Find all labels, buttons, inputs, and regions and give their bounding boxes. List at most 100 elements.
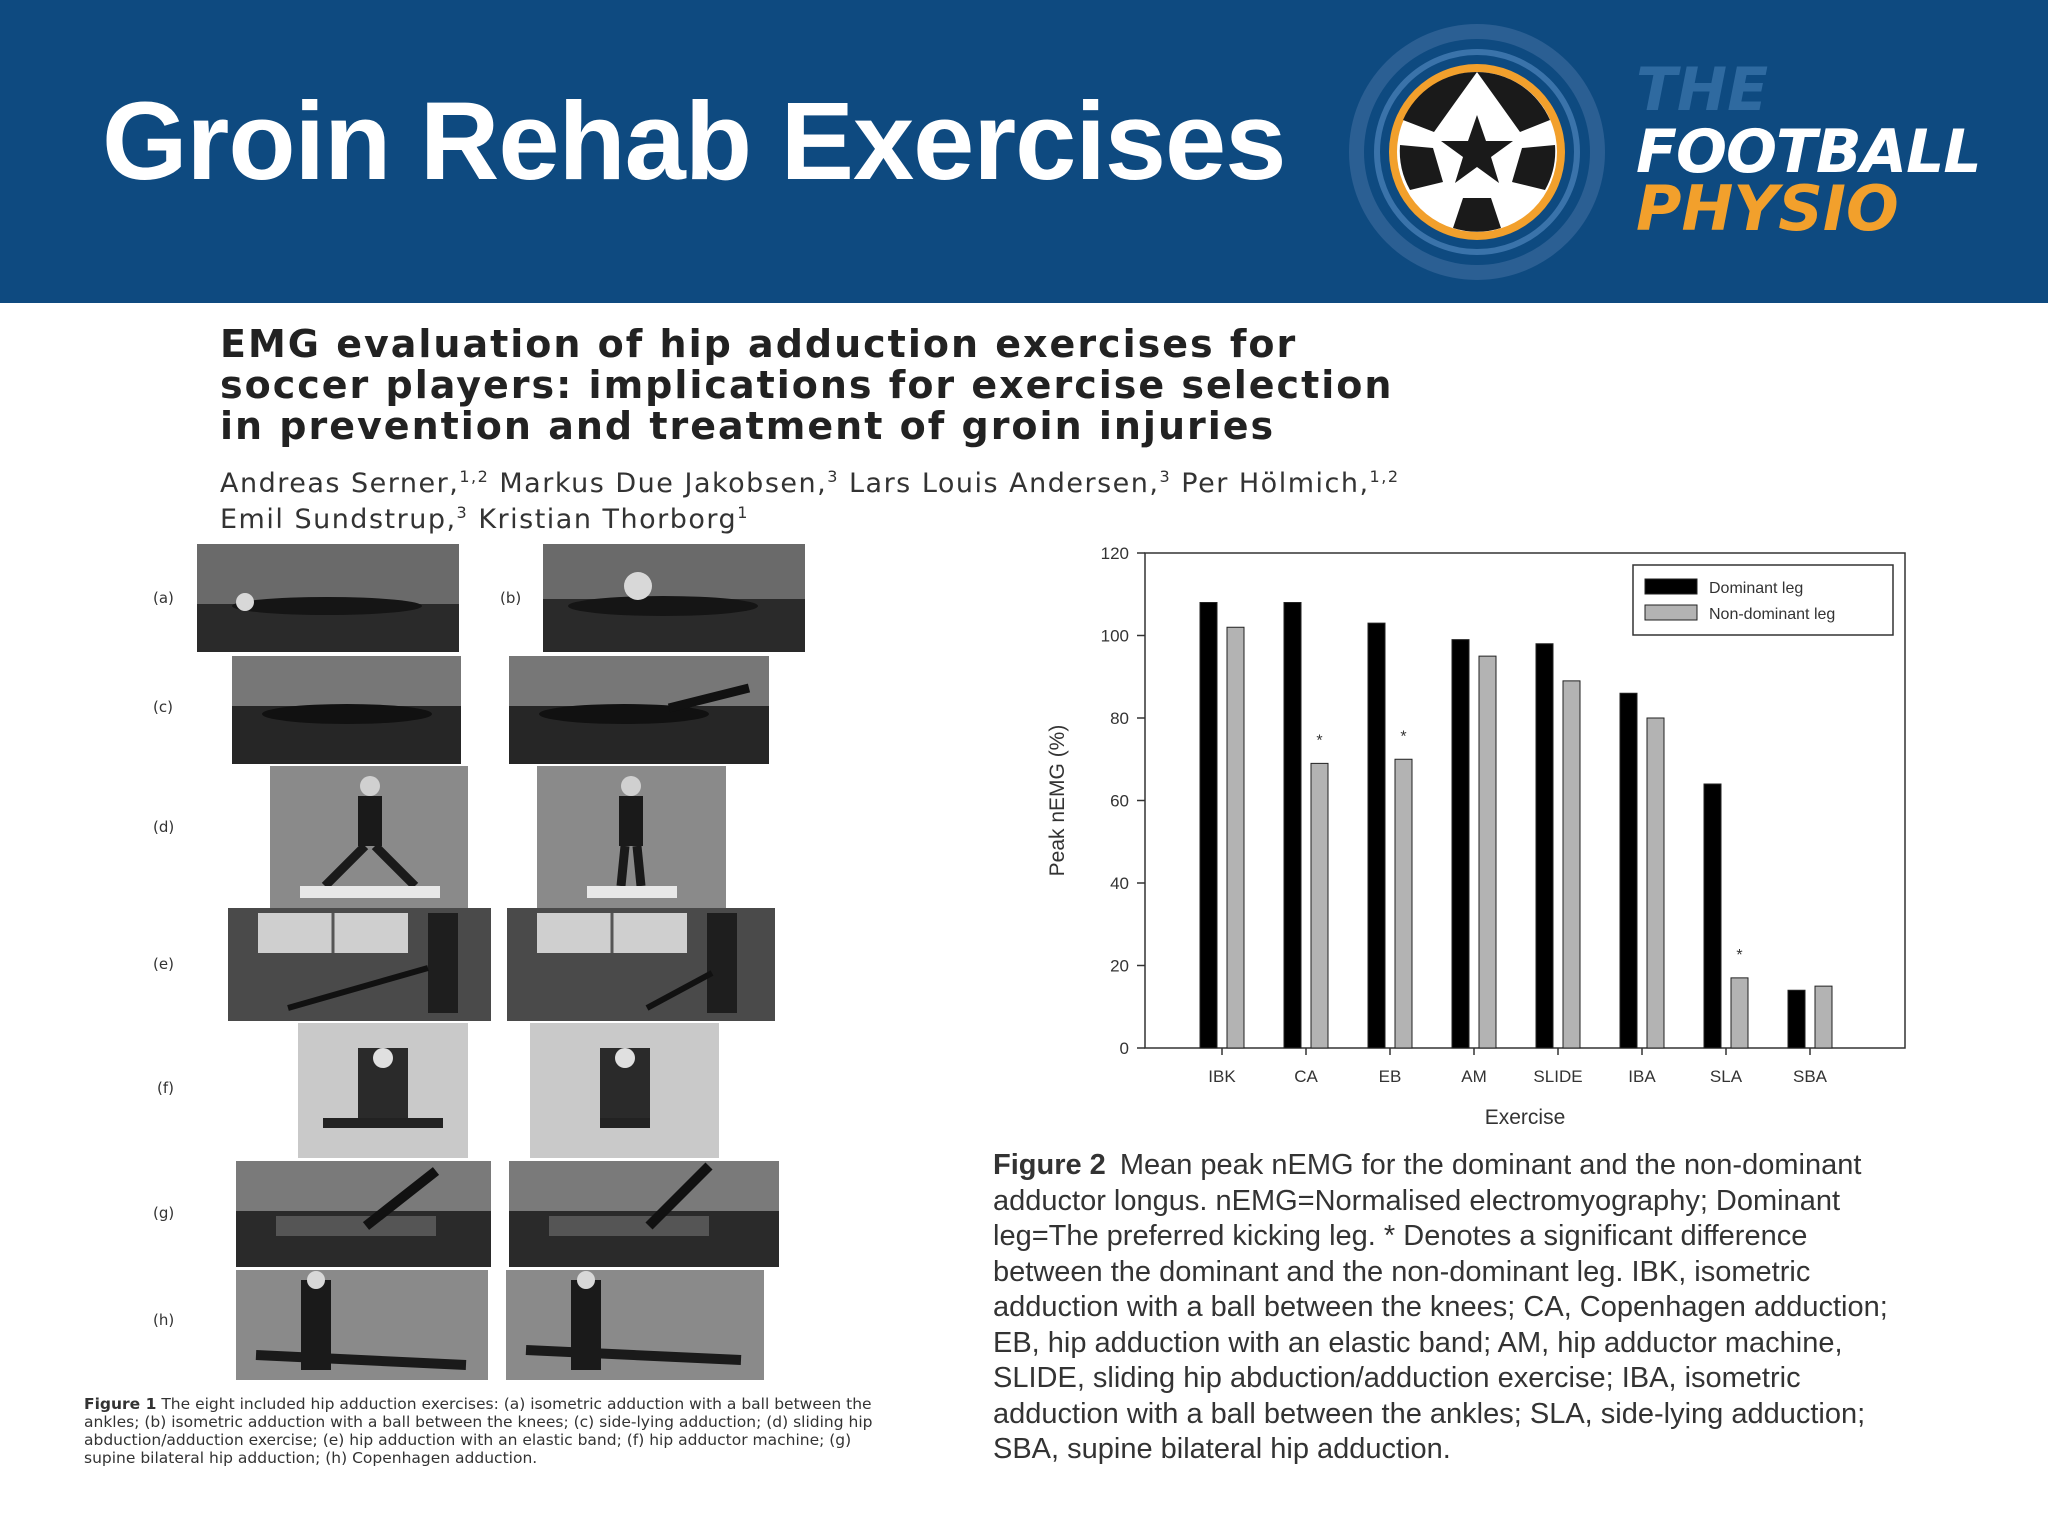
paper-title-line: EMG evaluation of hip adduction exercise… [220,322,1298,366]
author-name: Per Hölmich, [1181,468,1370,499]
author-affiliation: 1,2 [459,467,490,486]
legend-label: Non-dominant leg [1709,606,1835,623]
panel-label-g: (g) [153,1204,175,1222]
y-tick-label: 0 [1120,1039,1129,1058]
author-affiliation: 1,2 [1369,467,1400,486]
bar-dominant [1703,783,1722,1049]
exercise-photo-h-start [236,1270,488,1380]
bar-non-dominant [1310,762,1329,1049]
figure2-caption-line: Figure 2 Mean peak nEMG for the dominant … [993,1148,1993,1184]
bar-dominant [1619,692,1638,1049]
x-tick-label: EB [1379,1067,1402,1086]
author-name: Markus Due Jakobsen, [499,468,828,499]
x-tick-label: CA [1294,1067,1318,1086]
paper-authors: Andreas Serner,1,2 Markus Due Jakobsen,3… [220,462,1820,534]
chart-axes [1137,552,1906,1055]
bar-dominant [1367,622,1386,1049]
football-logo-icon [1349,24,1605,280]
panel-label-a: (a) [153,589,174,607]
legend-swatch [1644,578,1698,595]
figure2-caption-line: adduction with a ball between the knees;… [993,1291,1888,1323]
bar-non-dominant [1394,758,1413,1049]
exercise-photo-f-start [298,1023,468,1158]
bar-dominant [1199,602,1218,1049]
exercise-photo-g-end [509,1161,779,1267]
bar-non-dominant [1646,717,1665,1049]
bar-dominant [1535,643,1554,1049]
chart-labels: 0 20 40 60 80 100 120 IBK CA * EB * AM SLIDE IBA SLA * SB… [1046,544,1835,1129]
logo-text-physio: PHYSIO [1636,172,1899,245]
y-axis-label: Peak nEMG (%) [1046,725,1069,877]
significance-marker: * [1736,947,1742,964]
figure2-caption-line: SBA, supine bilateral hip adduction. [993,1433,1451,1465]
x-tick-label: IBA [1628,1067,1656,1086]
figure2-caption-line: between the dominant and the non-dominan… [993,1255,1811,1288]
significance-marker: * [1400,728,1406,745]
legend-swatch [1644,604,1698,621]
bar-dominant [1283,602,1302,1049]
slide-title: Groin Rehab Exercises [102,80,1286,203]
panel-label-c: (c) [153,698,173,716]
legend-label: Dominant leg [1709,580,1803,597]
figure2-caption-line: SLIDE, sliding hip abduction/adduction e… [993,1362,1801,1394]
figure2-bar-chart: 0 20 40 60 80 100 120 IBK CA * EB * AM SLIDE IBA SLA * SB… [1046,544,1906,1129]
exercise-photo-d-end [537,766,726,908]
figure2-caption-line: EB, hip adduction with an elastic band; … [993,1326,1843,1359]
panel-label-e: (e) [153,955,174,973]
x-tick-label: SLIDE [1533,1067,1582,1086]
author-affiliation: 3 [827,467,839,486]
exercise-photo-d-start [270,766,468,908]
bar-dominant [1787,989,1806,1049]
y-tick-label: 80 [1110,709,1129,728]
exercise-photo-e-end [507,908,775,1021]
y-tick-label: 60 [1110,792,1129,811]
author-name: Andreas Serner, [220,468,460,499]
exercise-photo-h-end [506,1270,764,1380]
author-name: Lars Louis Andersen, [848,468,1160,499]
panel-label-h: (h) [153,1311,175,1329]
exercise-photo-c-start [232,656,461,764]
figure1-caption-label: Figure 1 [84,1395,157,1413]
x-tick-label: AM [1461,1067,1487,1086]
figure2-caption-line: leg=The preferred kicking leg. * Denotes… [993,1220,1808,1252]
bar-dominant [1451,639,1470,1049]
authors-line: Andreas Serner,1,2 Markus Due Jakobsen,3… [220,462,1820,498]
figure2-caption: Figure 2 Mean peak nEMG for the dominant … [993,1148,1993,1468]
logo-text-the: THE [1636,55,1769,125]
exercise-photo-b [543,544,805,652]
y-tick-label: 20 [1110,957,1129,976]
authors-line: Emil Sundstrup,3 Kristian Thorborg1 [220,498,1820,534]
author-affiliation: 3 [1159,467,1172,486]
figure1-caption: Figure 1 The eight included hip adductio… [84,1395,874,1467]
exercise-photo-e-start [228,908,491,1021]
figure2-caption-label: Figure 2 [993,1149,1106,1181]
paper-title-line: in prevention and treatment of groin inj… [220,404,1276,448]
bar-non-dominant [1562,680,1581,1049]
logo-wordmark: THE FOOTBALL PHYSIO [1636,60,2036,250]
significance-marker: * [1316,732,1322,749]
exercise-photo-g-start [236,1161,491,1267]
exercise-photo-c-end [509,656,769,764]
panel-label-f: (f) [157,1079,174,1097]
author-affiliation: 1 [737,503,749,522]
bar-non-dominant [1478,655,1497,1049]
legend-box [1632,564,1894,636]
x-tick-label: SBA [1793,1067,1828,1086]
bar-non-dominant [1814,985,1833,1049]
y-tick-label: 100 [1101,627,1129,646]
figure2-caption-line: adduction with a ball between the ankles… [993,1397,1866,1430]
y-tick-label: 40 [1110,874,1129,893]
chart-bars [1199,602,1833,1049]
bar-non-dominant [1730,977,1749,1049]
header-banner: Groin Rehab Exercises THE FOOTBALL PHYSI… [0,0,2048,303]
x-tick-label: SLA [1710,1067,1743,1086]
paper-title: EMG evaluation of hip adduction exercise… [220,324,1780,447]
figure1-caption-text: The eight included hip adduction exercis… [84,1395,873,1467]
bar-non-dominant [1226,626,1245,1049]
author-name: Kristian Thorborg [478,504,738,535]
panel-label-b: (b) [500,589,522,607]
exercise-photo-a [197,544,459,652]
figure2-caption-line: adductor longus. nEMG=Normalised electro… [993,1184,1841,1217]
exercise-photo-f-end [530,1023,719,1158]
paper-title-line: soccer players: implications for exercis… [220,363,1394,407]
